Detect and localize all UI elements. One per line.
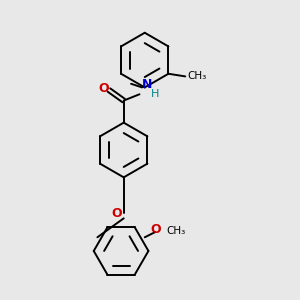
Text: CH₃: CH₃ <box>187 71 207 81</box>
Text: O: O <box>111 207 122 220</box>
Text: H: H <box>151 89 159 99</box>
Text: N: N <box>142 78 152 91</box>
Text: O: O <box>150 224 160 236</box>
Text: O: O <box>98 82 109 95</box>
Text: CH₃: CH₃ <box>167 226 186 236</box>
